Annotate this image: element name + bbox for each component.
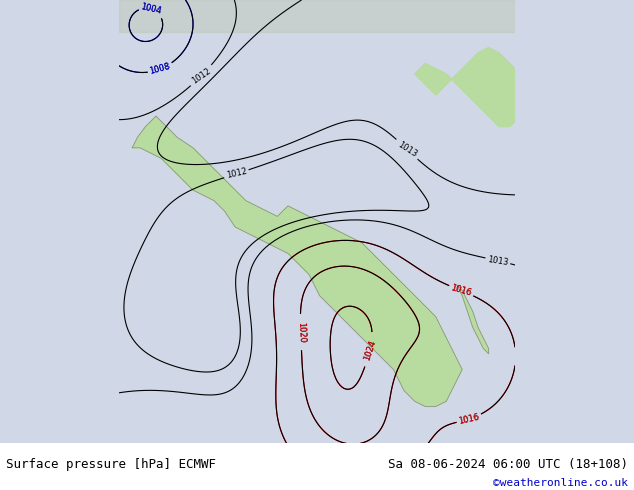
Polygon shape: [457, 285, 489, 354]
Text: 1024: 1024: [363, 339, 377, 361]
Polygon shape: [133, 116, 462, 407]
Text: 1020: 1020: [295, 321, 306, 343]
Text: 1008: 1008: [148, 62, 171, 76]
Text: 1024: 1024: [363, 339, 377, 361]
Text: 1012: 1012: [190, 66, 212, 85]
Text: 1016: 1016: [450, 283, 472, 298]
Text: 1013: 1013: [487, 255, 509, 267]
Text: Sa 08-06-2024 06:00 UTC (18+108): Sa 08-06-2024 06:00 UTC (18+108): [387, 458, 628, 471]
Text: Surface pressure [hPa] ECMWF: Surface pressure [hPa] ECMWF: [6, 458, 216, 471]
Polygon shape: [415, 48, 531, 127]
Text: 1004: 1004: [140, 2, 162, 16]
Text: ©weatheronline.co.uk: ©weatheronline.co.uk: [493, 478, 628, 488]
Text: 1004: 1004: [140, 2, 162, 16]
Text: 1012: 1012: [225, 167, 248, 180]
Text: 1008: 1008: [148, 62, 171, 76]
Text: 1016: 1016: [450, 283, 472, 298]
Text: 1016: 1016: [458, 412, 480, 426]
Text: 1020: 1020: [295, 321, 306, 343]
Polygon shape: [119, 0, 515, 32]
Text: 1013: 1013: [396, 140, 418, 159]
Text: 1016: 1016: [458, 412, 480, 426]
